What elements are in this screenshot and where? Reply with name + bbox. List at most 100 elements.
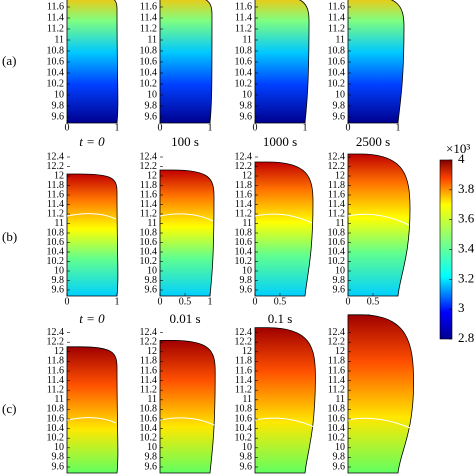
x-tick-label: 1 <box>303 122 308 133</box>
y-tick-label: 12.4 <box>328 327 346 338</box>
isotherm <box>66 213 117 220</box>
y-tick-label: 11.4 <box>235 12 252 23</box>
y-tick-label: 11.8 <box>235 180 252 191</box>
y-tick-label: 11.4 <box>140 375 157 386</box>
y-tick-label: 11 <box>335 218 345 229</box>
colorbar-tick-label: 3.6 <box>458 211 474 226</box>
y-tick-label: 11.8 <box>47 180 64 191</box>
colorbar-multiplier: ×10³ <box>446 141 470 156</box>
y-tick-label: 10.6 <box>328 413 346 424</box>
y-tick-label: 10.6 <box>140 56 158 67</box>
y-tick-label: 11.6 <box>328 189 345 200</box>
y-tick-label: 11.4 <box>328 12 345 23</box>
time-label: t = 0 <box>79 311 105 326</box>
y-tick-label: 10 <box>335 89 345 100</box>
temperature-field <box>159 340 216 474</box>
y-tick-label: 10.2 <box>140 78 158 89</box>
y-tick-label: 10.8 <box>235 404 253 415</box>
y-tick-label: 12.4 <box>140 151 158 162</box>
y-tick-label: 11.8 <box>328 0 345 1</box>
y-tick-label: 11 <box>54 394 64 405</box>
y-tick-label: 11.2 <box>235 384 252 395</box>
isotherm <box>254 417 315 428</box>
y-tick-label: 9.8 <box>333 275 346 286</box>
y-tick-label: 12.4 <box>235 151 253 162</box>
y-tick-label: 11 <box>147 34 157 45</box>
y-tick-label: 12.4 <box>140 327 158 338</box>
y-tick-label: 11.4 <box>328 199 345 210</box>
temperature-field <box>254 0 310 124</box>
y-tick-label: 10.4 <box>235 423 253 434</box>
y-tick-label: 11 <box>242 394 252 405</box>
y-tick-label: 10.8 <box>235 227 253 238</box>
y-tick-label: 11.8 <box>328 180 345 191</box>
y-tick-label: 10 <box>54 89 64 100</box>
y-tick-label: 10.2 <box>235 432 253 443</box>
y-tick-label: 9.8 <box>145 275 158 286</box>
y-tick-label: 11.2 <box>140 23 157 34</box>
y-tick-label: 11.4 <box>328 375 345 386</box>
y-tick-label: 11 <box>335 394 345 405</box>
temperature-field <box>347 0 405 124</box>
x-tick-label: 0.5 <box>179 296 192 307</box>
y-tick-label: 12.2 <box>328 161 346 172</box>
y-tick-label: 10.2 <box>140 256 158 267</box>
colorbar-tick-label: 2.8 <box>458 330 474 345</box>
y-tick-label: 10.2 <box>328 432 346 443</box>
y-tick-label: 9.6 <box>145 284 158 295</box>
y-tick-label: 12.2 <box>140 161 158 172</box>
y-tick-label: 10.2 <box>328 78 346 89</box>
y-tick-label: 9.8 <box>145 452 158 463</box>
y-tick-label: 10.6 <box>328 237 346 248</box>
y-tick-label: 9.8 <box>333 452 346 463</box>
y-tick-label: 10.8 <box>328 227 346 238</box>
y-tick-label: 11.2 <box>235 208 252 219</box>
y-tick-label: 10.2 <box>47 78 65 89</box>
y-tick-label: 11.2 <box>140 208 157 219</box>
y-tick-label: 10.6 <box>235 413 253 424</box>
x-tick-label: 1 <box>115 122 120 133</box>
x-tick-label: 1 <box>208 122 213 133</box>
y-tick-label: 10 <box>147 442 157 453</box>
y-tick-label: 11.8 <box>140 0 157 1</box>
y-tick-label: 10 <box>147 265 157 276</box>
y-tick-label: 10.6 <box>140 413 158 424</box>
temperature-field <box>66 346 119 474</box>
x-tick-label: 0 <box>65 296 70 307</box>
y-tick-label: 10.2 <box>328 256 346 267</box>
y-tick-label: 11.8 <box>140 180 157 191</box>
y-tick-label: 10.6 <box>47 56 65 67</box>
y-tick-label: 10.6 <box>328 56 346 67</box>
y-tick-label: 10.4 <box>328 67 346 78</box>
y-tick-label: 10.6 <box>140 237 158 248</box>
y-tick-label: 11.4 <box>140 199 157 210</box>
y-tick-label: 11.6 <box>47 189 64 200</box>
y-tick-label: 10.6 <box>235 56 253 67</box>
y-tick-label: 10.4 <box>235 246 253 257</box>
x-tick-label: 0 <box>158 296 163 307</box>
y-tick-label: 11.4 <box>140 12 157 23</box>
y-tick-label: 9.6 <box>52 111 65 122</box>
y-tick-label: 10.2 <box>47 256 65 267</box>
y-tick-label: 9.6 <box>333 461 346 472</box>
y-tick-label: 11 <box>54 34 64 45</box>
y-tick-label: 10 <box>242 442 252 453</box>
y-tick-label: 10.8 <box>328 45 346 56</box>
y-tick-label: 10.8 <box>140 404 158 415</box>
isotherm <box>66 417 117 424</box>
temperature-field <box>66 0 119 124</box>
y-tick-label: 12 <box>54 346 64 357</box>
x-tick-label: 0 <box>346 122 351 133</box>
colorbar-tick-label: 3.8 <box>458 181 474 196</box>
x-tick-label: 0 <box>253 122 258 133</box>
x-tick-label: 1 <box>115 296 120 307</box>
y-tick-label: 10.8 <box>47 404 65 415</box>
y-tick-label: 9.6 <box>145 461 158 472</box>
temperature-field <box>254 327 316 474</box>
x-tick-label: 0.5 <box>274 296 287 307</box>
y-tick-label: 12.2 <box>235 336 253 347</box>
y-tick-label: 10.4 <box>47 246 65 257</box>
y-tick-label: 9.6 <box>333 284 346 295</box>
time-label: 100 s <box>171 134 199 149</box>
